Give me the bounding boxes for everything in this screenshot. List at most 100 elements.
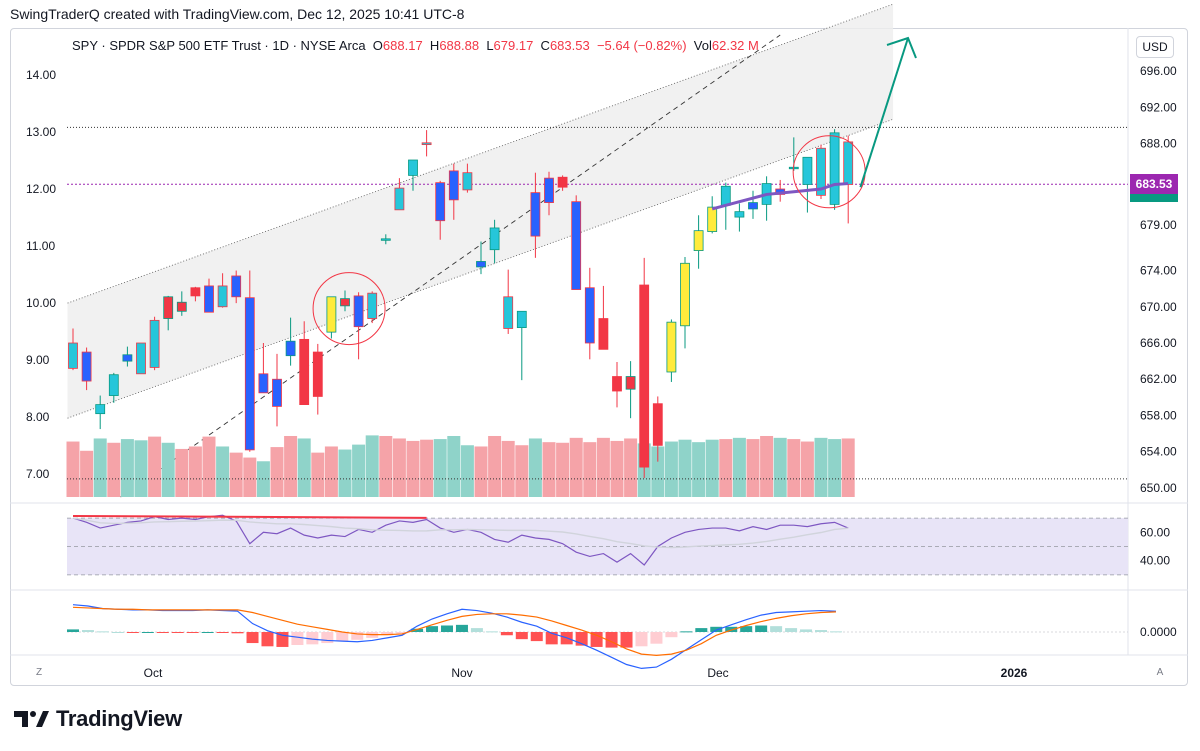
price-tick-label: 670.00 <box>1140 300 1177 314</box>
volume-bar <box>270 447 284 497</box>
candle-body <box>231 275 242 298</box>
macd-histogram-bar <box>710 626 723 632</box>
annotations <box>312 36 917 346</box>
volume-bar <box>256 461 270 497</box>
time-tick-label: Nov <box>451 666 472 680</box>
volume-bar <box>338 449 352 497</box>
macd-histogram-bar <box>351 632 364 640</box>
last-price-marker <box>1130 194 1178 202</box>
macd-histogram-bar <box>665 632 678 638</box>
macd-histogram-bar <box>785 628 798 632</box>
tradingview-wordmark: TradingView <box>56 706 182 731</box>
macd-histogram-bar <box>500 632 513 636</box>
candle-body <box>217 285 228 308</box>
macd-histogram-bar <box>396 632 409 634</box>
candle-body <box>666 321 677 373</box>
price-tick-label: 688.00 <box>1140 137 1177 151</box>
rsi-tick-label: 40.00 <box>1140 554 1170 568</box>
volume-bar <box>66 441 80 497</box>
left-tick-label: 14.00 <box>26 68 56 82</box>
volume-bar <box>392 438 406 497</box>
volume-bar <box>610 440 624 497</box>
volume-bar <box>773 437 787 497</box>
volume-bar <box>828 439 842 497</box>
close-label: C <box>540 38 550 53</box>
volume-bar <box>243 457 257 497</box>
left-tick-label: 13.00 <box>26 125 56 139</box>
low-label: L <box>486 38 494 53</box>
symbol-name[interactable]: SPY · SPDR S&P 500 ETF Trust · 1D · NYSE… <box>72 38 366 53</box>
macd-histogram-bar <box>261 632 274 647</box>
macd-histogram-bar <box>680 631 693 633</box>
chart-caption: SwingTraderQ created with TradingView.co… <box>10 6 465 22</box>
volume-bar <box>760 435 774 497</box>
zoom-scale-button[interactable]: Z <box>35 666 43 678</box>
volume-bar <box>692 442 706 497</box>
volume-bar <box>216 446 230 497</box>
volume-bar <box>365 435 379 497</box>
axes-layer: 60.00 40.00 0.0000 696.00 692.00 688.00 679.00… <box>26 64 1177 680</box>
rsi-line <box>72 514 849 566</box>
macd-histogram-bar <box>545 632 558 645</box>
volume-bar <box>433 439 447 497</box>
candle-body <box>272 378 282 407</box>
volume-bar <box>297 438 311 497</box>
volume-bar <box>746 439 760 497</box>
candle-body <box>598 318 609 350</box>
macd-histogram-bar <box>186 632 199 633</box>
candle-body <box>190 287 201 297</box>
macd-histogram-bar <box>246 632 259 644</box>
candle-body <box>367 292 378 319</box>
regression-channel <box>67 3 894 498</box>
volume-bar <box>569 437 583 497</box>
candle-body <box>843 141 854 185</box>
macd-histogram-bar <box>515 632 528 640</box>
candle-body <box>380 238 391 241</box>
candle-body <box>108 374 119 396</box>
symbol-legend[interactable]: SPY · SPDR S&P 500 ETF Trust · 1D · NYSE… <box>72 38 759 53</box>
low-value: 679.17 <box>493 38 534 53</box>
candle-body <box>95 404 106 415</box>
macd-histogram-bar <box>321 632 334 644</box>
rsi-divergence-line <box>72 514 427 519</box>
time-tick-label: Oct <box>144 666 163 680</box>
left-tick-label: 8.00 <box>26 410 50 424</box>
open-label: O <box>372 38 383 53</box>
macd-histogram-bar <box>770 626 783 632</box>
price-tick-label: 654.00 <box>1140 445 1177 459</box>
horizontal-levels <box>67 126 1128 480</box>
candle-body <box>81 351 92 382</box>
volume-bar <box>515 445 529 497</box>
currency-button[interactable]: USD <box>1136 36 1174 58</box>
candle-body <box>503 296 514 329</box>
macd-histogram-bar <box>590 632 603 647</box>
macd-histogram-bar <box>67 629 79 632</box>
candle-body <box>340 298 350 307</box>
macd-histogram-bar <box>470 628 483 632</box>
price-tick-label: 679.00 <box>1140 218 1177 232</box>
macd-histogram-bar <box>231 632 244 634</box>
candle-body <box>584 287 595 344</box>
macd-tick-label: 0.0000 <box>1140 625 1177 639</box>
volume-bar <box>420 439 434 497</box>
candle-body <box>489 227 500 251</box>
volume-bar <box>107 442 121 497</box>
price-tick-label: 662.00 <box>1140 372 1177 386</box>
tradingview-logo[interactable]: TradingView <box>12 706 182 732</box>
macd-histogram-bar <box>650 632 663 644</box>
candle-body <box>176 301 187 312</box>
open-value: 688.17 <box>382 38 423 53</box>
candle-body <box>734 211 745 218</box>
macd-histogram-bar <box>156 632 169 633</box>
macd-histogram-bar <box>530 632 543 642</box>
macd-line <box>72 604 836 670</box>
volume-value: 62.32 M <box>711 38 759 53</box>
macd-histogram-bar <box>141 632 154 633</box>
candle-body <box>122 354 133 362</box>
auto-scale-button[interactable]: A <box>1156 666 1164 678</box>
volume-bar <box>202 436 216 497</box>
volume-bar <box>134 440 148 497</box>
candlestick-series <box>68 129 854 478</box>
volume-bar <box>787 439 801 497</box>
